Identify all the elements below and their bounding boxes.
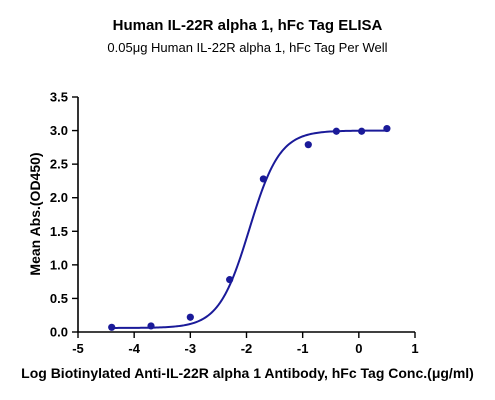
y-tick-label: 2.5 [50, 157, 68, 172]
x-tick-label: 1 [411, 341, 418, 356]
data-point [226, 276, 234, 284]
data-point [147, 322, 155, 330]
y-tick-label: 0.5 [50, 291, 68, 306]
y-tick-label: 1.0 [50, 257, 68, 272]
x-tick-label: -1 [297, 341, 309, 356]
data-point [186, 313, 194, 321]
x-tick-label: 0 [355, 341, 362, 356]
y-tick-label: 0.0 [50, 325, 68, 340]
x-tick-label: -5 [72, 341, 84, 356]
x-tick-label: -2 [241, 341, 253, 356]
y-tick-label: 3.5 [50, 90, 68, 105]
y-axis-label: Mean Abs.(OD450) [27, 152, 43, 275]
y-tick-label: 1.5 [50, 224, 68, 239]
chart-subtitle: 0.05μg Human IL-22R alpha 1, hFc Tag Per… [107, 40, 387, 55]
x-axis-label: Log Biotinylated Anti-IL-22R alpha 1 Ant… [21, 365, 474, 381]
data-point [259, 175, 267, 183]
chart-title: Human IL-22R alpha 1, hFc Tag ELISA [113, 17, 383, 34]
data-point [383, 124, 391, 133]
data-point [332, 127, 340, 135]
x-tick-label: -3 [185, 341, 197, 356]
data-point [358, 127, 366, 135]
y-tick-label: 2.0 [50, 190, 68, 205]
data-points [108, 124, 391, 331]
y-axis-ticks: 0.0 0.5 1.0 1.5 2.0 2.5 3.0 3.5 [50, 90, 78, 340]
x-axis-ticks: -5 -4 -3 -2 -1 0 1 [72, 332, 419, 356]
x-tick-label: -4 [128, 341, 140, 356]
data-point [304, 141, 312, 149]
y-tick-label: 3.0 [50, 123, 68, 138]
fit-curve [111, 129, 387, 329]
data-point [108, 323, 116, 331]
